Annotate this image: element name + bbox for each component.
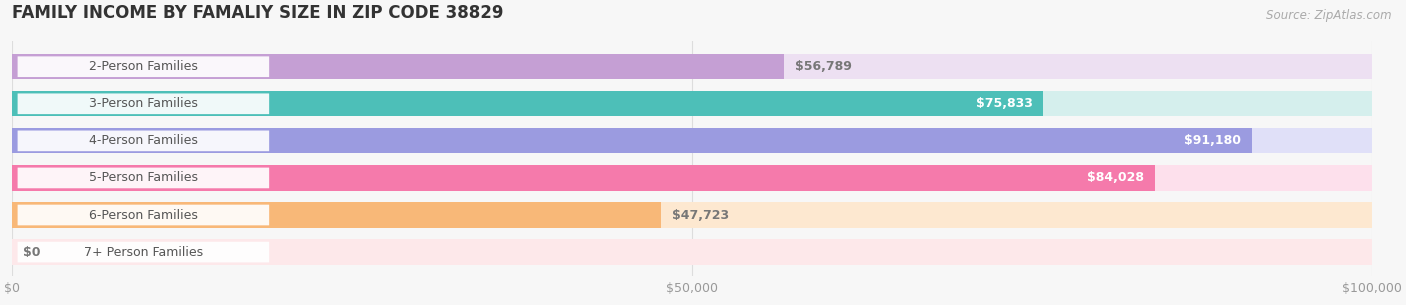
Bar xyxy=(13,128,1372,153)
Text: 6-Person Families: 6-Person Families xyxy=(89,209,198,221)
Text: $84,028: $84,028 xyxy=(1087,171,1144,185)
Text: $0: $0 xyxy=(22,246,41,259)
Bar xyxy=(13,165,1372,191)
FancyBboxPatch shape xyxy=(18,205,269,225)
Bar xyxy=(13,91,1043,117)
Bar xyxy=(13,203,1372,228)
Bar xyxy=(13,203,661,228)
Text: 2-Person Families: 2-Person Families xyxy=(89,60,198,73)
Text: 7+ Person Families: 7+ Person Families xyxy=(84,246,202,259)
Bar xyxy=(13,54,785,79)
Bar xyxy=(13,239,1372,265)
Text: 4-Person Families: 4-Person Families xyxy=(89,135,198,147)
Text: $75,833: $75,833 xyxy=(976,97,1032,110)
Text: 3-Person Families: 3-Person Families xyxy=(89,97,198,110)
FancyBboxPatch shape xyxy=(18,93,269,114)
Text: $47,723: $47,723 xyxy=(672,209,730,221)
FancyBboxPatch shape xyxy=(18,168,269,188)
Text: 5-Person Families: 5-Person Families xyxy=(89,171,198,185)
Text: $56,789: $56,789 xyxy=(796,60,852,73)
Text: FAMILY INCOME BY FAMALIY SIZE IN ZIP CODE 38829: FAMILY INCOME BY FAMALIY SIZE IN ZIP COD… xyxy=(13,4,503,22)
FancyBboxPatch shape xyxy=(18,131,269,151)
Bar xyxy=(13,54,1372,79)
FancyBboxPatch shape xyxy=(18,56,269,77)
Bar xyxy=(13,165,1154,191)
Bar xyxy=(13,128,1251,153)
Text: $91,180: $91,180 xyxy=(1184,135,1241,147)
Bar xyxy=(13,91,1372,117)
Text: Source: ZipAtlas.com: Source: ZipAtlas.com xyxy=(1267,9,1392,22)
FancyBboxPatch shape xyxy=(18,242,269,262)
